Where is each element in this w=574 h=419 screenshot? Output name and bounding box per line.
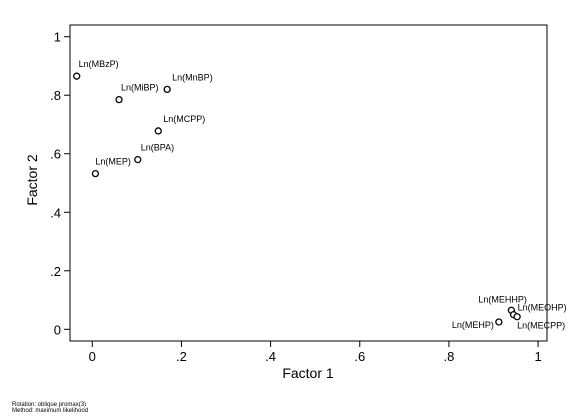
x-tick-label: .4: [265, 349, 276, 364]
y-tick-label: .2: [50, 264, 61, 279]
data-point: [513, 313, 521, 321]
data-points: Ln(MBzP) Ln(MiBP) Ln(MnBP) Ln(MCPP) Ln(BPA) L…: [73, 59, 567, 331]
x-tick-label: 1: [534, 349, 541, 364]
data-point: [163, 85, 171, 94]
point-label: Ln(MEHP): [452, 320, 494, 330]
y-tick-label: 1: [54, 30, 61, 45]
x-axis-title: Factor 1: [282, 365, 334, 381]
data-point: [115, 95, 123, 104]
point-label: Ln(MEP): [95, 157, 131, 167]
rotation-note: Rotation: oblique promax(3): [12, 402, 87, 408]
y-axis: 0 .2 .4 .6 .8 1: [50, 30, 70, 337]
plot-frame: [69, 24, 548, 342]
y-axis-title: Factor 2: [24, 154, 40, 206]
point-label: Ln(MECPP): [517, 321, 565, 331]
y-tick-label: .4: [50, 205, 61, 220]
point-label: Ln(MEOHP): [518, 303, 567, 313]
data-point: [154, 127, 162, 135]
data-point: [134, 155, 142, 164]
data-point: [495, 318, 503, 326]
x-tick-label: .6: [354, 349, 365, 364]
data-point: [73, 72, 81, 80]
point-label: Ln(MEHHP): [478, 294, 527, 304]
data-point: [91, 169, 100, 178]
y-tick-label: .8: [50, 88, 61, 103]
x-tick-label: 0: [89, 349, 96, 364]
method-note: Method: maximum likelihood: [12, 408, 89, 414]
point-label: Ln(MiBP): [121, 83, 159, 93]
y-tick-label: 0: [54, 322, 61, 337]
x-axis: 0 .2 .4 .6 .8 1: [89, 341, 542, 364]
x-tick-label: .2: [176, 349, 187, 364]
point-label: Ln(MCPP): [163, 114, 205, 124]
point-label: Ln(MBzP): [79, 59, 119, 69]
y-tick-label: .6: [50, 147, 61, 162]
point-label: Ln(BPA): [141, 143, 174, 153]
x-tick-label: .8: [444, 349, 455, 364]
point-label: Ln(MnBP): [172, 72, 213, 82]
